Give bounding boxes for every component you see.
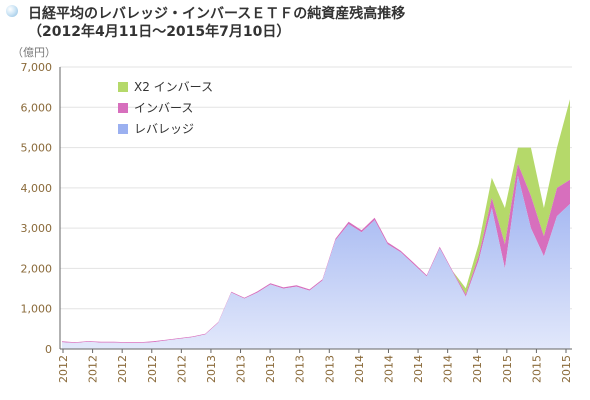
y-axis-unit-label: （億円） (12, 46, 56, 59)
y-tick-label: 7,000 (21, 61, 53, 74)
y-tick-label: 1,000 (21, 303, 53, 316)
x-tick-label: 2013 (294, 355, 307, 383)
x-tick-label: 2013 (323, 355, 336, 383)
x-tick-label: 2014 (442, 355, 455, 383)
x-tick-label: 2013 (205, 355, 218, 383)
x-tick-label: 2013 (264, 355, 277, 383)
x-tick-label: 2012 (175, 355, 188, 383)
legend-label: X2 インバース (134, 80, 213, 94)
legend-swatch (118, 82, 128, 92)
x-tick-label: 2015 (560, 355, 573, 383)
legend-label: インバース (134, 101, 193, 115)
y-tick-label: 3,000 (21, 222, 53, 235)
chart-title-line2: （2012年4月11日〜2015年7月10日） (28, 24, 291, 40)
x-tick-label: 2012 (57, 355, 70, 383)
x-tick-label: 2014 (382, 355, 395, 383)
x-tick-label: 2012 (87, 355, 100, 383)
y-tick-label: 0 (45, 343, 52, 356)
x-tick-label: 2012 (146, 355, 159, 383)
leverage-area (62, 175, 570, 349)
x-tick-label: 2014 (471, 355, 484, 383)
x-tick-label: 2012 (116, 355, 129, 383)
y-tick-label: 4,000 (21, 182, 53, 195)
x-tick-label: 2014 (412, 355, 425, 383)
x-tick-label: 2015 (530, 355, 543, 383)
chart-title-line1: 日経平均のレバレッジ・インバースＥＴＦの純資産残高推移 (28, 6, 406, 22)
y-tick-label: 2,000 (21, 262, 53, 275)
title-bullet-icon (6, 5, 18, 17)
x-tick-label: 2013 (235, 355, 248, 383)
legend-swatch (118, 103, 128, 113)
x-tick-label: 2014 (353, 355, 366, 383)
x-tick-label: 2015 (501, 355, 514, 383)
legend-swatch (118, 124, 128, 134)
y-tick-label: 6,000 (21, 101, 53, 114)
y-tick-label: 5,000 (21, 142, 53, 155)
legend-label: レバレッジ (134, 122, 194, 136)
